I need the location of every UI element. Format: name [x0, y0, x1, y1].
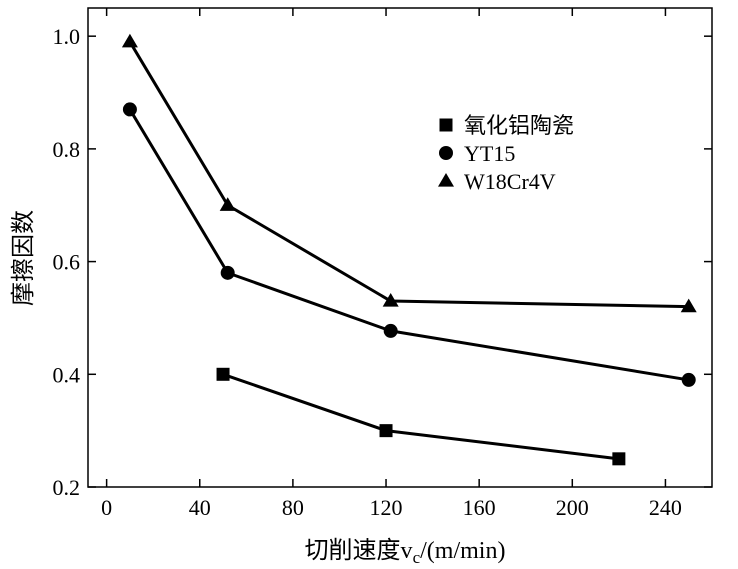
y-tick-label: 0.8 — [53, 137, 81, 162]
series-lines — [128, 41, 689, 461]
data-point-triangle — [121, 33, 138, 48]
data-point-triangle — [680, 298, 697, 313]
legend-marker-triangle — [438, 173, 454, 187]
legend-label: YT15 — [464, 141, 515, 166]
legend-marker-square — [439, 118, 453, 132]
data-point-square — [379, 424, 393, 438]
x-tick-label: 40 — [189, 495, 211, 520]
data-point-circle — [383, 323, 398, 338]
x-tick-label: 200 — [556, 495, 589, 520]
y-tick-label: 0.4 — [53, 362, 81, 387]
data-point-circle — [122, 102, 137, 117]
legend-marker-circle — [439, 146, 453, 160]
series-line-triangle — [128, 41, 689, 309]
data-point-triangle — [382, 293, 399, 307]
y-tick-label: 1.0 — [53, 24, 81, 49]
x-tick-label: 120 — [370, 495, 403, 520]
series-line-circle — [128, 108, 689, 382]
x-axis-title-main: 切削速度v — [305, 537, 413, 564]
data-point-square — [612, 452, 626, 466]
x-tick-label: 160 — [463, 495, 496, 520]
series-line-square — [222, 372, 620, 461]
x-axis-title-subscript: c — [413, 548, 421, 567]
data-point-triangle — [219, 197, 236, 211]
series-markers — [121, 33, 697, 466]
x-axis-ticks: 0 40 80 120 160 200 240 — [101, 8, 682, 520]
y-tick-label: 0.6 — [53, 250, 81, 275]
x-axis-title: 切削速度vc/(m/min) — [305, 537, 506, 567]
x-tick-label: 240 — [649, 495, 682, 520]
x-axis-title-unit: /(m/min) — [420, 538, 505, 564]
legend: 氧化铝陶瓷 YT15 W18Cr4V — [438, 113, 574, 194]
data-point-square — [216, 367, 230, 381]
y-tick-label: 0.2 — [53, 475, 81, 500]
y-axis-title: 摩擦因数 — [10, 210, 37, 306]
legend-label: W18Cr4V — [464, 169, 556, 194]
x-tick-label: 0 — [101, 495, 112, 520]
y-axis-ticks: 0.2 0.4 0.6 0.8 1.0 — [53, 24, 712, 500]
data-point-circle — [220, 265, 235, 280]
data-point-circle — [681, 372, 696, 387]
x-tick-label: 80 — [282, 495, 304, 520]
axes — [87, 7, 713, 488]
legend-label: 氧化铝陶瓷 — [464, 113, 574, 138]
plot-frame — [87, 7, 713, 488]
